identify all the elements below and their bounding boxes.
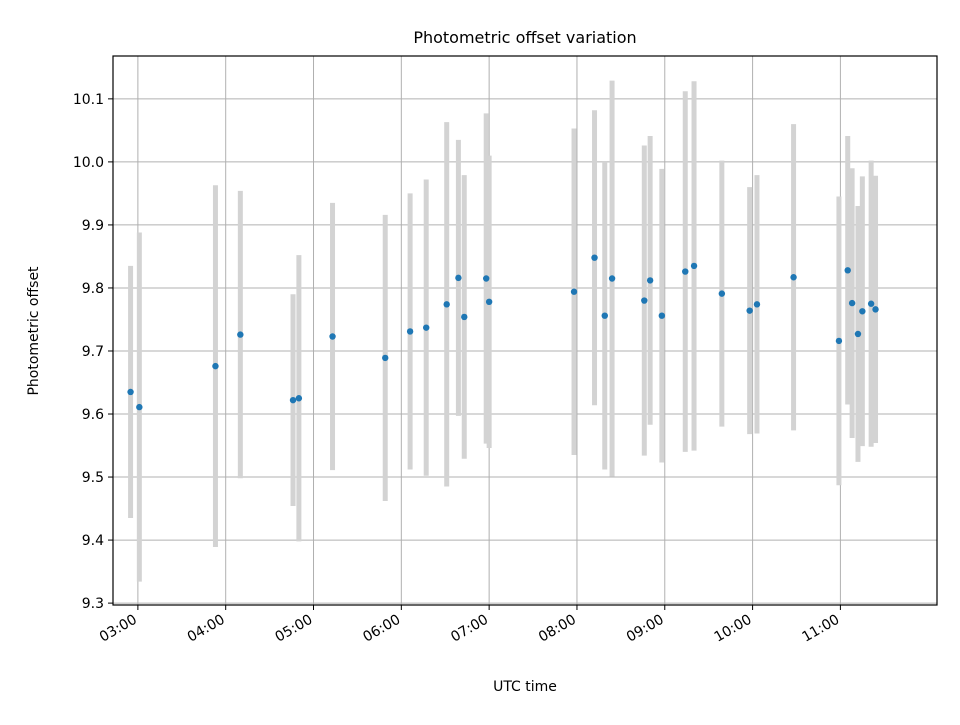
y-axis-label: Photometric offset (26, 266, 42, 396)
data-point (455, 274, 462, 282)
data-point (641, 297, 648, 304)
data-point (690, 262, 698, 270)
data-point (601, 312, 608, 319)
data-point (608, 275, 616, 282)
data-point (382, 354, 389, 362)
data-point (753, 301, 761, 308)
data-point (443, 301, 450, 308)
plot-frame (112, 55, 938, 606)
y-tick-label: 9.7 (82, 344, 104, 360)
data-point (406, 328, 414, 335)
data-point (746, 307, 753, 314)
data-point (329, 333, 336, 340)
data-point (859, 308, 866, 315)
data-point (295, 395, 303, 402)
data-point (485, 298, 493, 306)
data-point (867, 300, 875, 307)
data-point (848, 299, 856, 307)
data-point (461, 313, 468, 321)
y-tick-label: 9.6 (82, 407, 104, 423)
data-point (658, 312, 666, 319)
point-layer (127, 254, 879, 411)
y-tick-label: 9.8 (82, 281, 104, 297)
y-tick-label: 9.4 (82, 533, 104, 549)
data-point (591, 254, 598, 261)
data-point (718, 290, 726, 297)
data-point (872, 306, 879, 313)
y-tick-label: 9.3 (82, 596, 104, 612)
data-point (423, 324, 430, 331)
x-axis-label: UTC time (493, 679, 557, 695)
y-tick-label: 10.0 (73, 155, 104, 171)
data-point (212, 362, 219, 370)
data-point (127, 388, 134, 396)
data-point (483, 275, 490, 282)
data-point (844, 267, 851, 274)
y-tick-label: 9.5 (82, 470, 104, 486)
y-tick-label: 10.1 (73, 92, 104, 108)
data-point (646, 277, 654, 284)
grid-layer (113, 56, 937, 605)
data-point (854, 330, 862, 338)
data-point (790, 274, 797, 281)
data-point (237, 331, 244, 338)
data-point (136, 403, 143, 411)
chart-title: Photometric offset variation (413, 28, 636, 47)
y-tick-label: 9.9 (82, 218, 104, 234)
data-point (835, 337, 843, 345)
data-point (570, 288, 578, 295)
data-point (289, 396, 297, 404)
data-point (682, 268, 689, 275)
